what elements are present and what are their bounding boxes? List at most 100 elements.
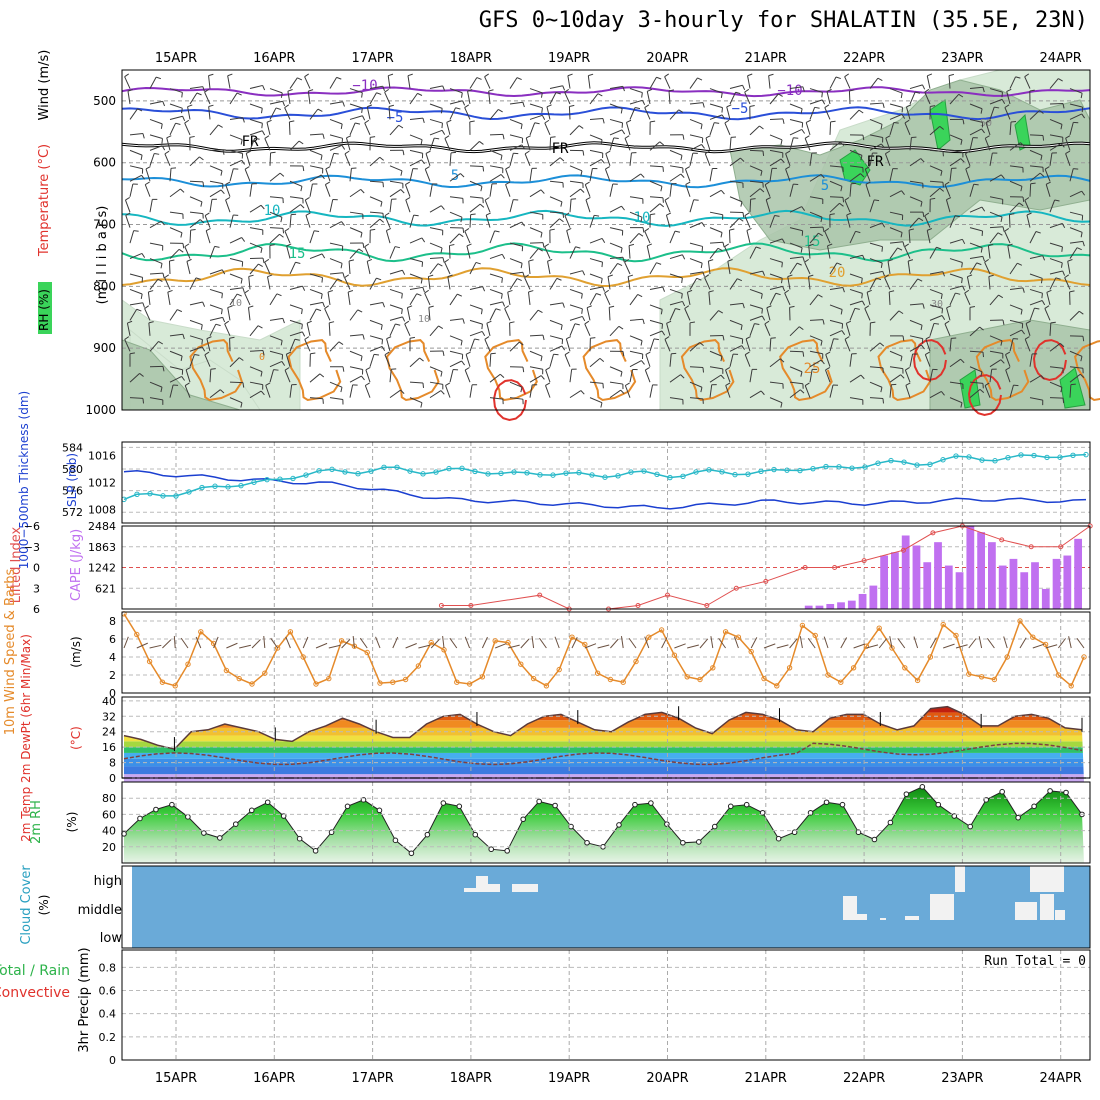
wind-speed-line-point (607, 676, 614, 683)
wind-barb (129, 252, 143, 260)
wind-barb (409, 117, 423, 120)
upper-air-frame (121, 69, 1091, 411)
wind-barb (449, 100, 463, 105)
wind-speed-line-point (377, 680, 383, 686)
wind-barb-flag (675, 308, 681, 311)
wind-barb (264, 261, 271, 275)
wind-barb-flag (638, 233, 644, 237)
wind-barb-flag (401, 293, 403, 299)
wind-barb-flag (544, 243, 550, 248)
wind-barb (1009, 76, 1017, 89)
wind-barb (449, 152, 452, 166)
wind-barb (809, 359, 822, 368)
wind-barb (349, 103, 363, 109)
wind-barb-flag (194, 354, 200, 356)
slp-line-point (199, 484, 205, 491)
wind-barb-flag (1070, 383, 1076, 386)
wind-barb (949, 273, 963, 279)
wind-barb (204, 354, 211, 367)
wind-barb (1009, 287, 1023, 290)
temperature-contour-minus10 (121, 86, 1091, 98)
wind-speed-line-point (364, 649, 370, 656)
wind-barb (189, 196, 203, 203)
wind-barb-flag (522, 367, 525, 373)
wind-barb (749, 199, 752, 213)
wind-barb-flag (559, 218, 564, 223)
wind-barb-flag (1022, 196, 1025, 203)
wind-barb-flag (967, 274, 973, 278)
wind-barb (1009, 142, 1021, 151)
wind-barb (389, 180, 403, 184)
slp-line-point (433, 469, 439, 475)
wind-barb-flag (607, 274, 613, 278)
rh-point (664, 821, 670, 827)
slp-line-point (810, 465, 816, 472)
surface-wind-barb (929, 637, 937, 649)
wind-barb (709, 384, 713, 398)
wind-barb (269, 293, 278, 306)
wind-barb-flag (601, 262, 603, 268)
wind-barb (166, 137, 171, 151)
wind-barb-flag (524, 274, 530, 279)
wind-barb (1009, 338, 1014, 352)
wind-barb (404, 323, 411, 337)
wind-barb (609, 242, 623, 249)
wind-barb-flag (641, 360, 645, 365)
wind-barb (369, 301, 383, 306)
wind-barb-flag (420, 402, 423, 408)
surface-wind-barb (968, 638, 977, 649)
lifted-index-point (900, 547, 906, 553)
wind-barb (149, 341, 159, 352)
wind-barb-flag (621, 129, 626, 135)
wind-barb-flag (1009, 213, 1015, 216)
wind-barb-flag (980, 371, 983, 377)
wind-barb (309, 308, 317, 321)
wind-barb-flag (754, 323, 760, 325)
chart-title: GFS 0~10day 3-hourly for SHALATIN (35.5E… (478, 8, 1088, 33)
wind-barb-flag (821, 92, 823, 98)
wind-tick: 6 (109, 633, 116, 646)
wind-barb (749, 369, 753, 383)
wind-barb (469, 180, 483, 187)
wind-barb-flag (700, 124, 703, 130)
wind-barb-flag (760, 170, 763, 176)
wind-barb (329, 199, 334, 213)
wind-barb-flag (550, 136, 556, 138)
wind-barb-flag (1024, 336, 1030, 340)
cape-bar (923, 562, 932, 609)
surface-wind-barb (718, 637, 727, 649)
wind-barb (644, 369, 651, 383)
wind-barb (649, 180, 663, 187)
wind-barb-flag (204, 212, 210, 217)
wind-barb (549, 137, 552, 151)
bottom-date-label: 24APR (1040, 1071, 1082, 1086)
thickness-tick: 580 (62, 463, 83, 476)
wind-barb (969, 103, 983, 110)
wind-barb-flag (700, 263, 703, 269)
wind-barb (629, 369, 634, 383)
wind-barb (609, 366, 623, 373)
wind-barb-flag (836, 262, 842, 266)
wind-barb (525, 137, 531, 151)
temperature-contour-25 (582, 339, 637, 402)
wind-barb (769, 358, 781, 368)
wind-barb-flag (1004, 228, 1010, 232)
wind-barb-flag (1065, 135, 1071, 139)
wind-barb (864, 168, 871, 182)
cloud-level-label: low (100, 931, 123, 946)
wind-barb (849, 397, 863, 401)
wind-barb (127, 91, 131, 105)
rh-point (775, 835, 782, 842)
wind-barb-flag (997, 232, 1003, 236)
wind-barb (989, 369, 993, 383)
wind-barb-flag (336, 76, 342, 80)
wind-barb (929, 180, 943, 183)
wind-barb (705, 137, 711, 151)
wind-barb (269, 100, 283, 105)
temperature-band (124, 720, 1084, 728)
wind-barb (1049, 242, 1063, 248)
surface-wind-barb (789, 638, 798, 649)
wind-barb (569, 369, 573, 383)
wind-barb (489, 174, 502, 182)
wind-barb-flag (854, 307, 860, 310)
